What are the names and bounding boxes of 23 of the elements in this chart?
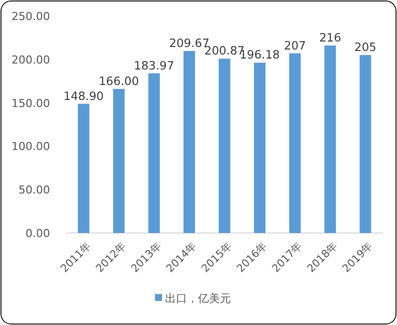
data-label: 148.90 (63, 88, 104, 103)
bar (254, 62, 266, 233)
y-tick-label: 250.00 (12, 10, 50, 23)
bar (184, 51, 196, 233)
bar (360, 55, 372, 233)
bar (148, 73, 160, 233)
bar (324, 46, 336, 233)
bar (113, 88, 125, 233)
data-label: 209.67 (169, 36, 210, 50)
y-tick-label: 0.00 (26, 227, 50, 240)
data-label: 205 (354, 40, 376, 54)
y-tick-label: 100.00 (12, 140, 50, 154)
y-tick-label: 50.00 (18, 184, 50, 197)
data-label: 183.97 (134, 58, 174, 72)
data-label: 166.00 (98, 74, 139, 88)
legend-label: 出口，亿美元 (165, 292, 231, 305)
y-tick-label: 200.00 (12, 53, 50, 66)
data-label: 216 (319, 30, 342, 45)
data-label: 207 (284, 38, 306, 52)
bar (78, 104, 90, 233)
y-tick-label: 150.00 (12, 96, 50, 110)
bar (218, 58, 230, 233)
bar (289, 53, 301, 233)
